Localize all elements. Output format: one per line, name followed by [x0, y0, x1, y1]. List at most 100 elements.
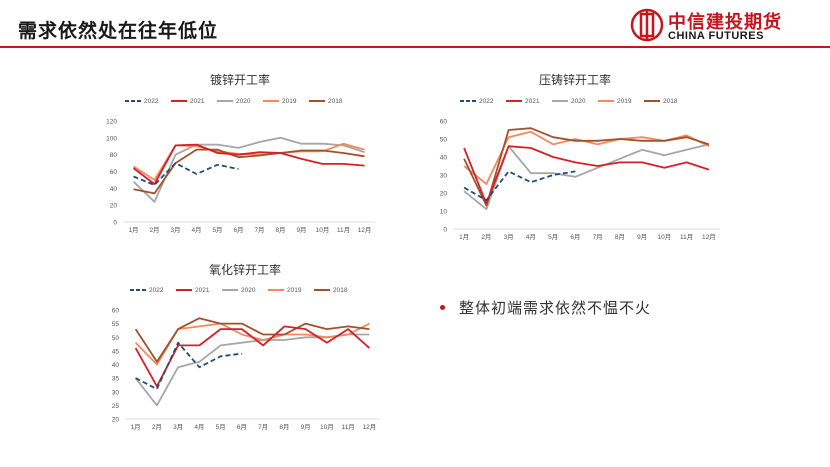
legend-label-2022: 2022 — [144, 98, 159, 105]
citic-emblem-icon — [630, 8, 664, 42]
series-line-2018 — [463, 127, 710, 207]
logo-chinese-name: 中信建投期货 — [668, 12, 782, 33]
legend-label-2021: 2021 — [195, 287, 210, 294]
legend-label-2018: 2018 — [328, 98, 343, 105]
y-tick-label: 45 — [112, 348, 120, 355]
x-tick-label: 2月 — [152, 423, 162, 431]
legend-label-2019: 2019 — [617, 98, 632, 105]
x-tick-label: 6月 — [237, 423, 247, 431]
legend-label-2022: 2022 — [479, 98, 494, 105]
x-tick-label: 5月 — [216, 423, 226, 431]
chart-die-casting: 压铸锌开工率 2022 2021 2020 2019 2018 0 10 20 30 40 50 60 1… — [425, 70, 725, 245]
y-tick-label: 35 — [112, 376, 120, 383]
bullet-point: 整体初端需求依然不愠不火 — [440, 297, 651, 318]
x-tick-label: 8月 — [275, 226, 285, 234]
chart-title: 氧化锌开工率 — [209, 262, 281, 277]
legend-label-2022: 2022 — [149, 287, 164, 294]
x-tick-label: 1月 — [131, 423, 141, 431]
legend-label-2021: 2021 — [190, 98, 205, 105]
legend-label-2019: 2019 — [282, 98, 297, 105]
series-line-2020 — [134, 333, 370, 407]
x-tick-label: 4月 — [191, 226, 201, 234]
y-tick-label: 100 — [106, 135, 117, 142]
galvanizing-chart-svg: 镀锌开工率 2022 2021 2020 2019 2018 0 20 40 60 80 100 120… — [106, 72, 375, 234]
y-tick-label: 10 — [440, 209, 448, 216]
x-tick-label: 10月 — [316, 226, 330, 234]
y-tick-label: 40 — [110, 186, 118, 193]
x-tick-label: 9月 — [301, 423, 311, 431]
x-tick-label: 3月 — [173, 423, 183, 431]
chart-zinc-oxide: 氧化锌开工率 2022 2021 2020 2019 2018 20 25 30 35 40 45 50… — [100, 262, 390, 440]
y-tick-label: 120 — [106, 119, 117, 126]
series-line-2018 — [134, 317, 370, 363]
series-line-2022 — [463, 170, 576, 202]
y-tick-label: 55 — [112, 321, 120, 328]
y-tick-label: 20 — [440, 191, 448, 198]
y-tick-label: 50 — [440, 137, 448, 144]
x-tick-label: 9月 — [296, 226, 306, 234]
x-tick-label: 2月 — [481, 233, 491, 241]
x-tick-label: 4月 — [194, 423, 204, 431]
logo-english-name: CHINA FUTURES — [668, 30, 764, 42]
x-tick-label: 8月 — [279, 423, 289, 431]
legend-label-2020: 2020 — [236, 98, 251, 105]
x-tick-label: 4月 — [526, 233, 536, 241]
y-tick-label: 30 — [440, 173, 448, 180]
x-tick-label: 7月 — [258, 423, 268, 431]
x-tick-label: 3月 — [170, 226, 180, 234]
x-tick-label: 12月 — [363, 423, 377, 431]
series-line-2022 — [135, 341, 243, 390]
y-tick-label: 0 — [113, 220, 117, 227]
x-tick-label: 7月 — [254, 226, 264, 234]
x-tick-label: 10月 — [658, 233, 672, 241]
zinc-oxide-chart-svg: 氧化锌开工率 2022 2021 2020 2019 2018 20 25 30 35 40 45 50… — [112, 262, 380, 431]
company-logo: 中信建投期货 CHINA FUTURES — [630, 8, 820, 44]
y-tick-label: 60 — [112, 308, 120, 315]
legend-label-2020: 2020 — [241, 287, 256, 294]
series-line-2021 — [134, 325, 370, 388]
x-tick-label: 6月 — [233, 226, 243, 234]
x-tick-label: 1月 — [459, 233, 469, 241]
legend-label-2021: 2021 — [525, 98, 540, 105]
x-tick-label: 11月 — [337, 226, 350, 234]
legend-label-2020: 2020 — [571, 98, 586, 105]
y-tick-label: 0 — [443, 227, 447, 234]
x-tick-label: 12月 — [702, 233, 716, 241]
series-line-2021 — [132, 143, 365, 185]
bullet-dot-icon — [440, 305, 445, 310]
series-line-2021 — [463, 145, 710, 205]
x-tick-label: 1月 — [128, 226, 138, 234]
y-tick-label: 40 — [440, 155, 448, 162]
x-tick-label: 10月 — [320, 423, 334, 431]
chart-title: 镀锌开工率 — [210, 72, 270, 87]
legend-label-2018: 2018 — [663, 98, 678, 105]
y-tick-label: 20 — [112, 417, 120, 424]
x-tick-label: 9月 — [637, 233, 647, 241]
x-tick-label: 6月 — [570, 233, 580, 241]
x-tick-label: 3月 — [504, 233, 514, 241]
y-tick-label: 60 — [440, 119, 448, 126]
y-tick-label: 30 — [112, 389, 120, 396]
y-tick-label: 25 — [112, 403, 120, 410]
legend-label-2018: 2018 — [333, 287, 348, 294]
x-tick-label: 5月 — [548, 233, 558, 241]
x-tick-label: 7月 — [593, 233, 603, 241]
y-tick-label: 80 — [110, 152, 118, 159]
y-tick-label: 50 — [112, 335, 120, 342]
chart-galvanizing: 镀锌开工率 2022 2021 2020 2019 2018 0 20 40 60 80 100 120… — [95, 70, 385, 245]
series-line-2022 — [133, 162, 239, 186]
legend-label-2019: 2019 — [287, 287, 302, 294]
x-tick-label: 11月 — [680, 233, 693, 241]
x-tick-label: 2月 — [149, 226, 159, 234]
chart-title: 压铸锌开工率 — [539, 72, 611, 87]
bullet-text: 整体初端需求依然不愠不火 — [459, 299, 652, 317]
y-tick-label: 40 — [112, 362, 120, 369]
y-tick-label: 60 — [110, 169, 118, 176]
x-tick-label: 8月 — [615, 233, 625, 241]
title-divider — [0, 46, 830, 48]
series-line-2018 — [133, 148, 365, 195]
die-casting-chart-svg: 压铸锌开工率 2022 2021 2020 2019 2018 0 10 20 30 40 50 60 1… — [440, 72, 720, 241]
x-tick-label: 12月 — [358, 226, 372, 234]
x-tick-label: 11月 — [342, 423, 355, 431]
page-title: 需求依然处在往年低位 — [18, 20, 219, 42]
